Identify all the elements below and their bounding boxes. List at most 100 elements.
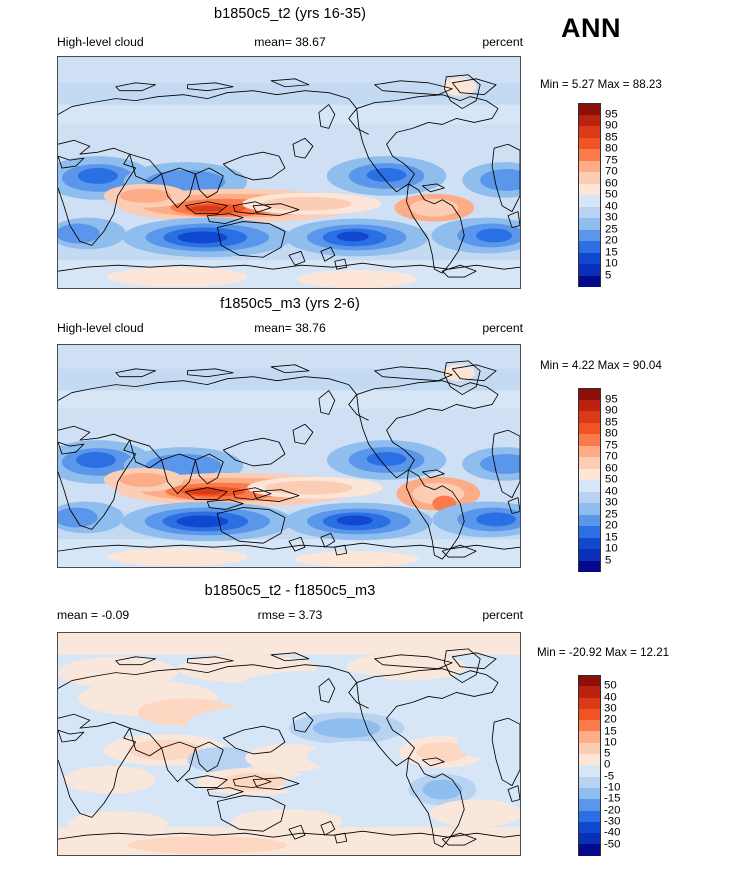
colorbar-band [578,445,601,457]
colorbar-band [578,537,601,549]
colorbar-tick: 10 [605,257,618,270]
colorbar-tick: 5 [605,268,612,281]
colorbar-band [578,422,601,434]
panel-case2-title: f1850c5_m3 (yrs 2-6) [220,296,360,312]
colorbar-tick: 70 [605,450,618,463]
colorbar-band [578,195,601,207]
map-case2[interactable] [57,344,521,568]
colorbar-band [578,103,601,115]
panel-case2-units-label: percent [482,321,523,335]
colorbar-band [578,560,601,572]
colorbar-tick: 15 [605,245,618,258]
colorbar-band [578,114,601,126]
colorbar-tick: 50 [605,473,618,486]
colorbar-band [578,765,601,777]
panel-case1-minmax: Min = 5.27 Max = 88.23 [540,78,662,91]
colorbar-band [578,434,601,446]
panel-difference-title: b1850c5_t2 - f1850c5_m3 [204,583,376,599]
colorbar-tick: 95 [605,392,618,405]
panel-case1-mean-label: mean= 38.67 [254,35,326,49]
colorbar-tick: 0 [604,758,611,771]
colorbar-tick: 30 [604,702,617,715]
colorbar-band [578,675,601,687]
colorbar-band [578,686,601,698]
panel-case1-title: b1850c5_t2 (yrs 16-35) [213,6,367,22]
colorbar-band [578,457,601,469]
colorbar-tick: 60 [605,176,618,189]
colorbar-band [578,411,601,423]
colorbar-tick: 20 [605,519,618,532]
colorbar-band [578,252,601,264]
colorbar-tick-labels: 50 40 30 20 15 10 5 0 -5 -10 -15 -20 -30 -40 -50 [604,675,645,856]
colorbar-band [578,731,601,743]
colorbar-band [578,480,601,492]
colorbar-band [578,137,601,149]
colorbar-tick: 40 [605,199,618,212]
colorbar-band [578,844,601,856]
panel-case2-labels: High-level cloud mean= 38.76 percent [57,321,523,337]
colorbar-case1[interactable]: 95 90 85 80 75 70 60 50 40 30 25 20 15 10 5 [578,103,618,287]
colorbar-band [578,264,601,276]
map-case1-canvas [58,57,520,288]
colorbar-tick: 85 [605,415,618,428]
colorbar-band [578,754,601,766]
panel-difference-mean-label: mean = -0.09 [57,608,130,622]
colorbar-band [578,708,601,721]
colorbar-tick: 80 [605,142,618,155]
colorbar-band [578,149,601,161]
colorbar-tick: 25 [605,222,618,235]
map-case1[interactable] [57,56,521,289]
colorbar-case2[interactable]: 95 90 85 80 75 70 60 50 40 30 25 20 15 10 5 [578,388,618,572]
colorbar-band [578,742,601,755]
colorbar-band [578,799,601,811]
colorbar-tick: 70 [605,165,618,178]
colorbar-tick: -10 [604,781,621,794]
colorbar-tick: 30 [605,496,618,509]
colorbar-band [578,241,601,253]
colorbar-tick: 30 [605,211,618,224]
panel-case2-variable-label: High-level cloud [57,321,144,335]
map-difference[interactable] [57,632,521,856]
panel-case1-labels: High-level cloud mean= 38.67 percent [57,35,523,51]
panel-difference-rmse-label: rmse = 3.73 [257,608,323,622]
colorbar-tick: -40 [604,826,621,839]
colorbar-tick: 40 [605,484,618,497]
colorbar-band [578,160,601,172]
colorbar-band [578,218,601,230]
colorbar-band [578,776,601,788]
colorbar-band [578,388,601,400]
colorbar-tick: 20 [605,234,618,247]
colorbar-band [578,126,601,138]
panel-difference-labels: mean = -0.09 rmse = 3.73 percent [57,608,523,624]
colorbar-band [578,206,601,218]
colorbar-tick: 50 [604,679,617,692]
colorbar-tick: 90 [605,404,618,417]
colorbar-tick: 75 [605,153,618,166]
colorbar-difference[interactable]: 50 40 30 20 15 10 5 0 -5 -10 -15 -20 -30 -40 -50 [578,675,620,856]
colorbar-tick-labels: 95 90 85 80 75 70 60 50 40 30 25 20 15 10 5 [605,388,645,572]
colorbar-tick: 25 [605,507,618,520]
panel-case2-minmax: Min = 4.22 Max = 90.04 [540,359,662,372]
colorbar-band [578,503,601,515]
colorbar-tick: 95 [605,107,618,120]
colorbar-band [578,833,601,845]
colorbar-tick: 60 [605,461,618,474]
colorbar-tick: 10 [604,736,617,749]
panel-difference-units-label: percent [482,608,523,622]
colorbar-tick: 15 [604,724,617,737]
colorbar-tick: -30 [604,815,621,828]
panel-case2-mean-label: mean= 38.76 [254,321,326,335]
colorbar-tick: 50 [605,188,618,201]
colorbar-tick: -20 [604,803,621,816]
colorbar-band [578,183,601,195]
map-case2-canvas [58,345,520,567]
colorbar-tick: 5 [605,553,612,566]
colorbar-tick: 20 [604,713,617,726]
colorbar-tick: 80 [605,427,618,440]
colorbar-tick: -15 [604,792,621,805]
colorbar-band [578,275,601,287]
colorbar-tick-labels: 95 90 85 80 75 70 60 50 40 30 25 20 15 10 5 [605,103,645,287]
colorbar-tick: 15 [605,530,618,543]
colorbar-tick: 5 [604,747,611,760]
colorbar-band [578,697,601,709]
